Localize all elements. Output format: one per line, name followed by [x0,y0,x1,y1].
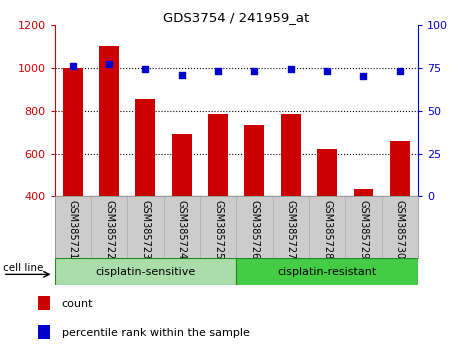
Point [360,73,367,79]
Point [251,68,258,74]
Point [396,68,404,74]
Text: cisplatin-resistant: cisplatin-resistant [277,267,377,277]
Bar [317,149,337,282]
Text: GSM385726: GSM385726 [249,200,259,259]
Point [287,67,294,72]
Text: GSM385724: GSM385724 [177,200,187,259]
Point [214,68,222,74]
Text: cisplatin-sensitive: cisplatin-sensitive [95,267,196,277]
Text: percentile rank within the sample: percentile rank within the sample [62,328,250,338]
Point [323,68,331,74]
Text: GSM385728: GSM385728 [322,200,332,259]
Text: GSM385729: GSM385729 [359,200,369,259]
Point [69,63,76,69]
Bar [208,114,228,282]
Text: GSM385721: GSM385721 [68,200,78,259]
Bar [237,258,418,285]
Text: cell line: cell line [3,263,43,273]
Text: GSM385727: GSM385727 [286,200,296,259]
Bar [245,125,265,282]
Point [105,62,113,67]
Point [142,67,149,72]
Bar [172,134,192,282]
Title: GDS3754 / 241959_at: GDS3754 / 241959_at [163,11,309,24]
Text: GSM385730: GSM385730 [395,200,405,259]
Text: GSM385723: GSM385723 [141,200,151,259]
Bar [390,141,410,282]
Bar [38,325,50,339]
Text: GSM385722: GSM385722 [104,200,114,259]
Bar [353,189,373,282]
Bar [63,68,83,282]
Bar [55,258,237,285]
Bar [99,46,119,282]
Text: count: count [62,299,93,309]
Bar [135,99,155,282]
Bar [38,296,50,310]
Point [178,72,186,78]
Bar [281,114,301,282]
Text: GSM385725: GSM385725 [213,200,223,259]
